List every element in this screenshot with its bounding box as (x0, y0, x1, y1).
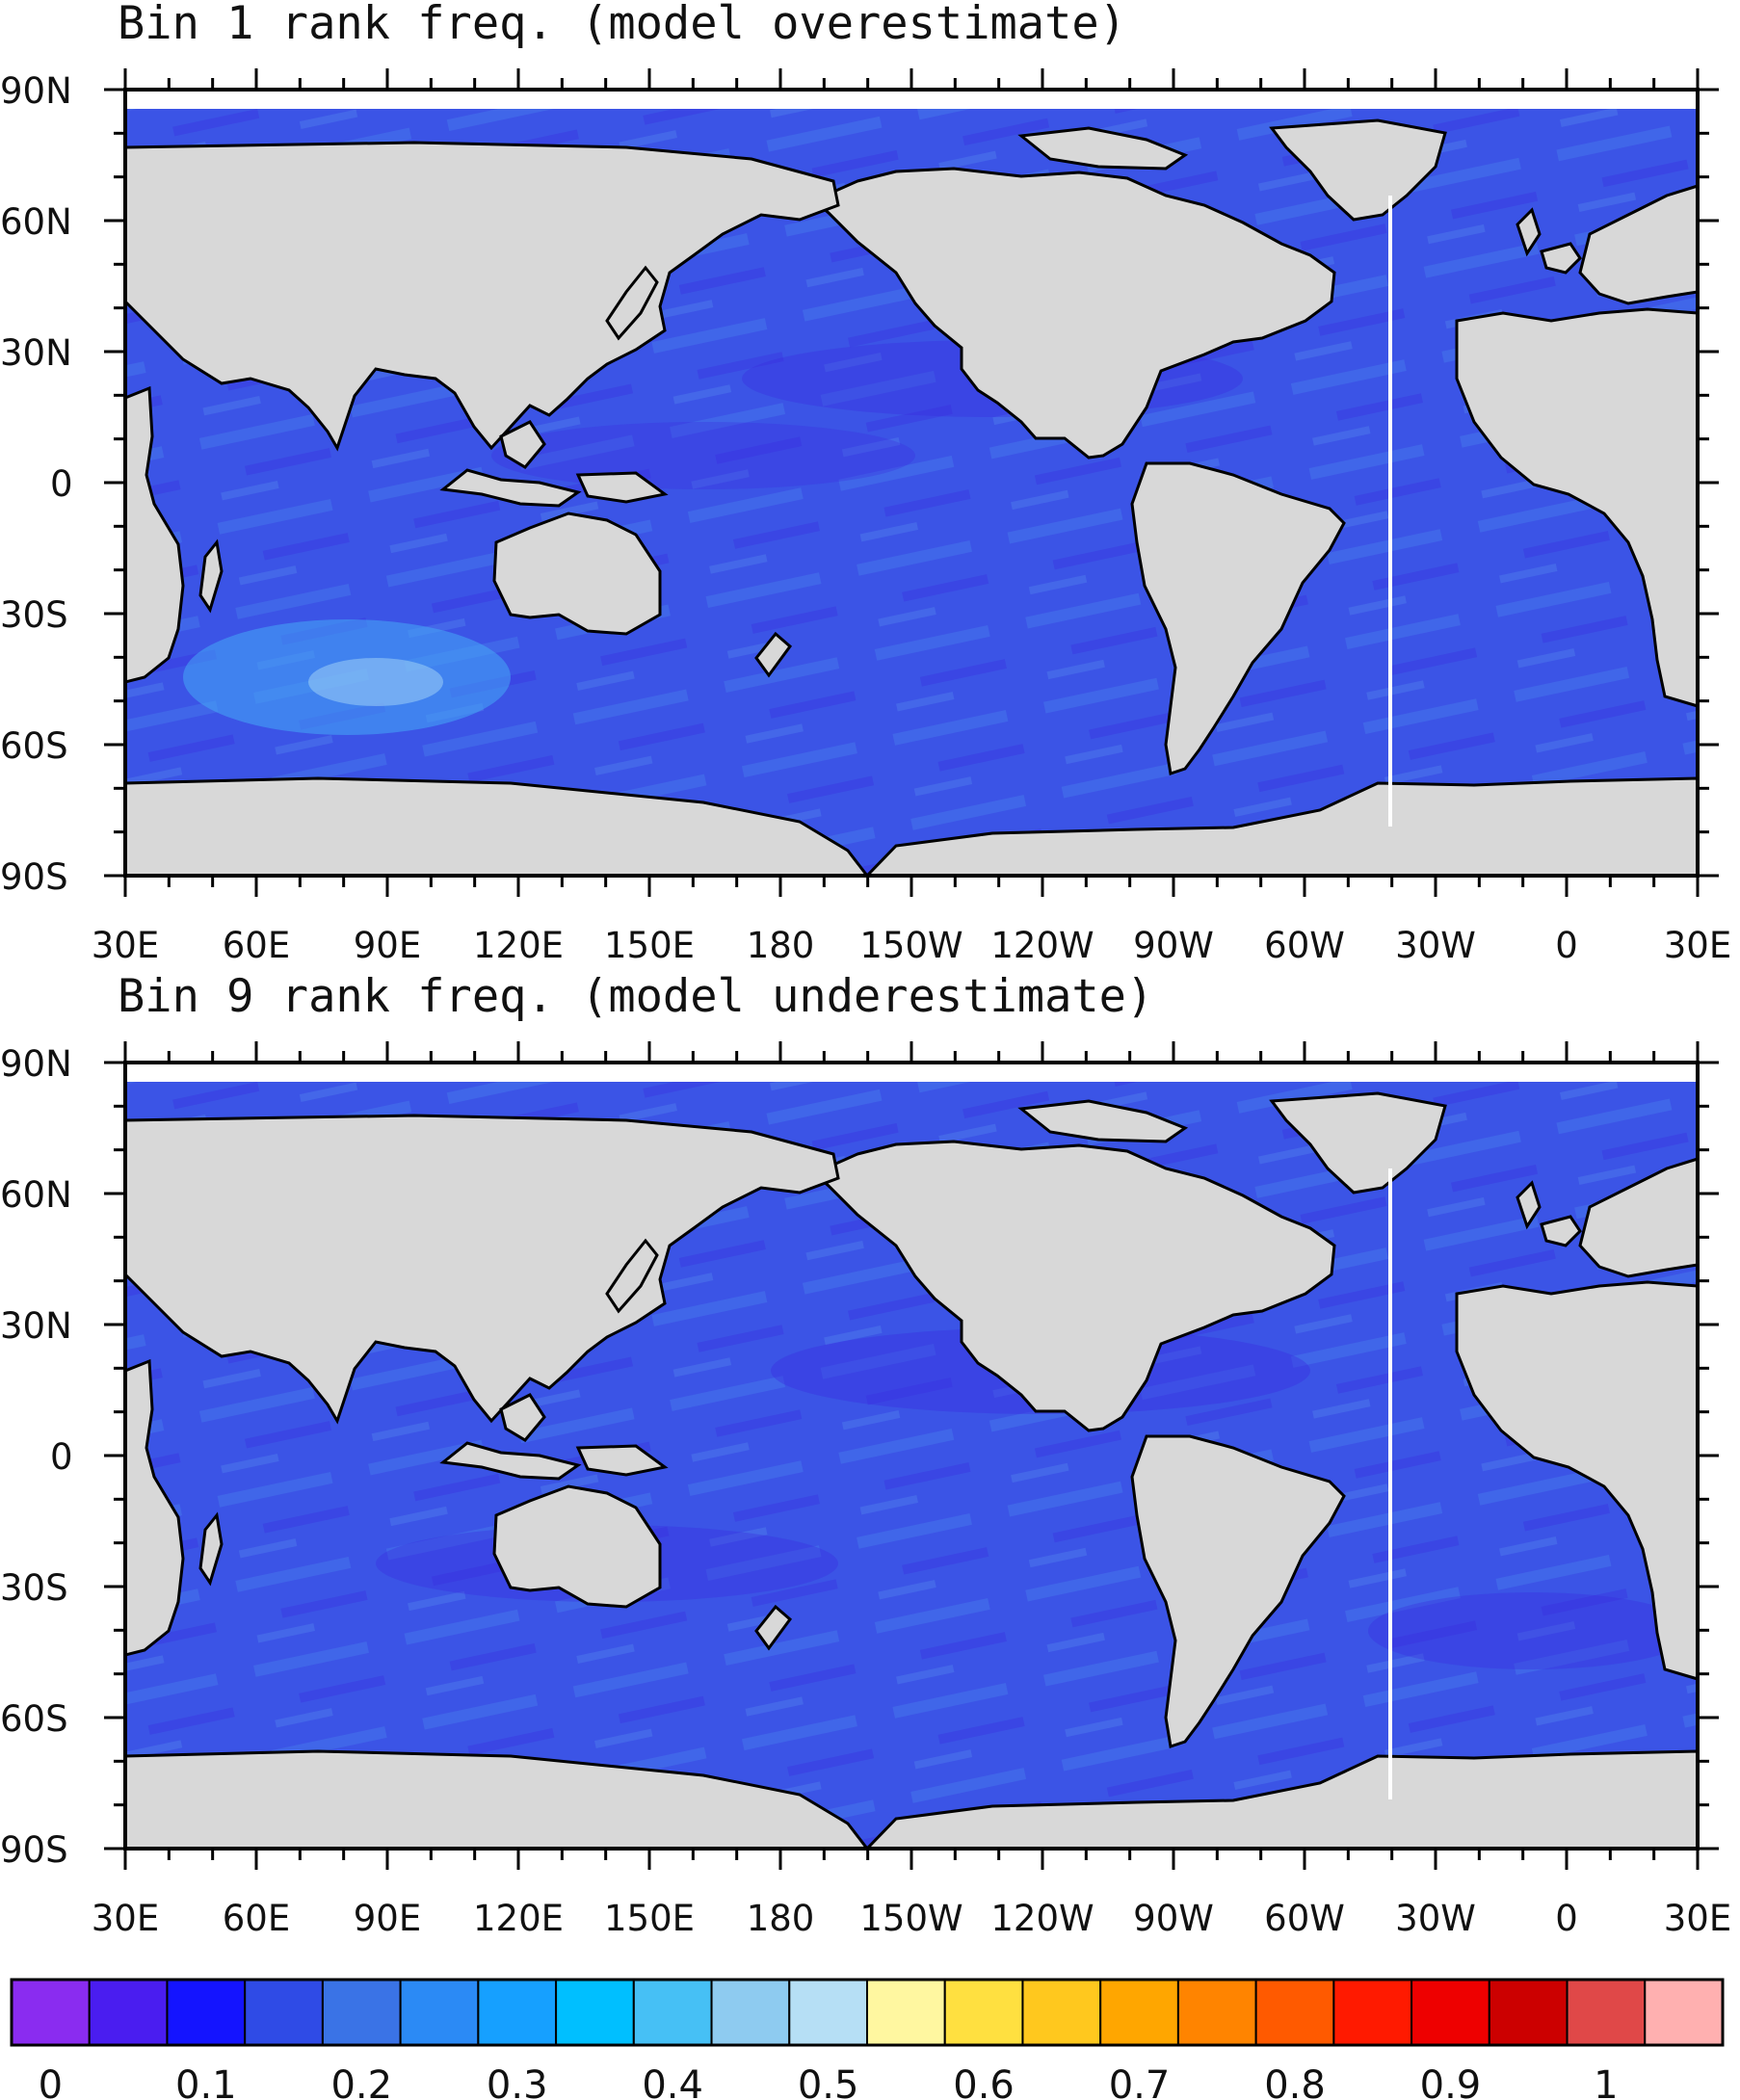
lon-label: 60E (223, 925, 290, 966)
colorbar-swatch (399, 1979, 480, 2046)
lat-label: 60S (0, 1698, 68, 1740)
colorbar-tick-label: 0.3 (487, 2063, 548, 2100)
colorbar-swatch (11, 1979, 91, 2046)
lon-label: 30W (1395, 1898, 1476, 1939)
colorbar-frame (10, 1978, 1725, 2047)
colorbar-tick-label: 0 (39, 2063, 63, 2100)
lon-label: 60W (1264, 1898, 1345, 1939)
tick-marks (104, 1041, 1719, 1870)
lat-label: 90N (0, 1043, 72, 1085)
colorbar-swatch (710, 1979, 791, 2046)
lon-label: 150W (859, 1898, 962, 1939)
lat-label: 30N (0, 332, 72, 374)
lat-label: 0 (50, 463, 73, 505)
colorbar-swatch (1176, 1979, 1257, 2046)
colorbar-tick-label: 0.9 (1420, 2063, 1482, 2100)
lat-axis-labels: 90N 60N 30N 0 30S 60S 90S (0, 1043, 73, 1871)
lon-label: 120E (473, 925, 564, 966)
lat-label: 0 (50, 1436, 73, 1478)
colorbar-swatch (1332, 1979, 1413, 2046)
lat-label: 30S (0, 1567, 68, 1609)
colorbar-tick-label: 0.4 (642, 2063, 703, 2100)
lon-axis-labels: 30E 60E 90E 120E 150E 180 150W 120W 90W … (92, 925, 1731, 966)
lon-label: 150E (604, 925, 695, 966)
lat-axis-labels: 90N 60N 30N 0 30S 60S 90S (0, 70, 73, 898)
lat-label: 30S (0, 594, 68, 636)
colorbar-tick-label: 0.5 (798, 2063, 859, 2100)
colorbar-tick-label: 0.1 (175, 2063, 237, 2100)
lon-label: 180 (747, 925, 815, 966)
colorbar-tick-label: 1 (1594, 2063, 1618, 2100)
lon-axis-labels: 30E 60E 90E 120E 150E 180 150W 120W 90W … (92, 1898, 1731, 1939)
colorbar-swatch (1644, 1979, 1724, 2046)
lon-label: 30E (92, 925, 159, 966)
colorbar-swatch (1021, 1979, 1102, 2046)
colorbar-swatch (788, 1979, 868, 2046)
lon-label: 30W (1395, 925, 1476, 966)
lon-label: 120W (990, 1898, 1094, 1939)
colorbar-tick-label: 0.8 (1264, 2063, 1326, 2100)
colorbar-tick-label: 0.7 (1109, 2063, 1171, 2100)
colorbar-swatch (1099, 1979, 1179, 2046)
lon-label: 0 (1555, 1898, 1578, 1939)
map-area (104, 68, 1719, 897)
map-panel-1: Bin 1 rank freq. (model overestimate) 90… (0, 0, 1731, 966)
map-panel-2: Bin 9 rank freq. (model underestimate) 9… (0, 970, 1731, 1939)
lon-label: 60W (1264, 925, 1345, 966)
colorbar-swatch (1410, 1979, 1490, 2046)
colorbar-swatch (632, 1979, 713, 2046)
colorbar-swatch (244, 1979, 324, 2046)
lon-label: 150W (859, 925, 962, 966)
colorbar: 0 0.1 0.2 0.3 0.4 0.5 0.6 0.7 0.8 0.9 1 (10, 1978, 1725, 2100)
lat-label: 60N (0, 1174, 72, 1216)
colorbar-swatches (11, 1979, 1724, 2046)
colorbar-swatch (866, 1979, 946, 2046)
lat-label: 60S (0, 725, 68, 767)
lon-label: 120E (473, 1898, 564, 1939)
colorbar-labels: 0 0.1 0.2 0.3 0.4 0.5 0.6 0.7 0.8 0.9 1 (39, 2063, 1619, 2100)
colorbar-swatch (943, 1979, 1024, 2046)
lon-label: 60E (223, 1898, 290, 1939)
lon-label: 30E (1664, 925, 1731, 966)
lon-label: 30E (1664, 1898, 1731, 1939)
lat-label: 90S (0, 856, 68, 898)
map-title: Bin 9 rank freq. (model underestimate) (118, 970, 1153, 1023)
colorbar-swatch (1488, 1979, 1569, 2046)
colorbar-swatch (166, 1979, 247, 2046)
lon-label: 90W (1133, 1898, 1214, 1939)
colorbar-swatch (88, 1979, 169, 2046)
colorbar-swatch (555, 1979, 635, 2046)
colorbar-tick-label: 0.6 (953, 2063, 1015, 2100)
lon-label: 0 (1555, 925, 1578, 966)
lon-label: 150E (604, 1898, 695, 1939)
lon-label: 120W (990, 925, 1094, 966)
lat-label: 60N (0, 201, 72, 243)
tick-marks (104, 68, 1719, 897)
lat-label: 30N (0, 1305, 72, 1347)
colorbar-swatch (321, 1979, 402, 2046)
lon-label: 90W (1133, 925, 1214, 966)
lon-label: 180 (747, 1898, 815, 1939)
lat-label: 90S (0, 1829, 68, 1871)
colorbar-swatch (477, 1979, 558, 2046)
colorbar-tick-label: 0.2 (330, 2063, 392, 2100)
lon-label: 30E (92, 1898, 159, 1939)
lon-label: 90E (354, 1898, 421, 1939)
map-area (104, 1041, 1719, 1870)
lon-label: 90E (354, 925, 421, 966)
colorbar-swatch (1566, 1979, 1647, 2046)
colorbar-swatch (1254, 1979, 1335, 2046)
lat-label: 90N (0, 70, 72, 112)
map-title: Bin 1 rank freq. (model overestimate) (118, 0, 1126, 50)
